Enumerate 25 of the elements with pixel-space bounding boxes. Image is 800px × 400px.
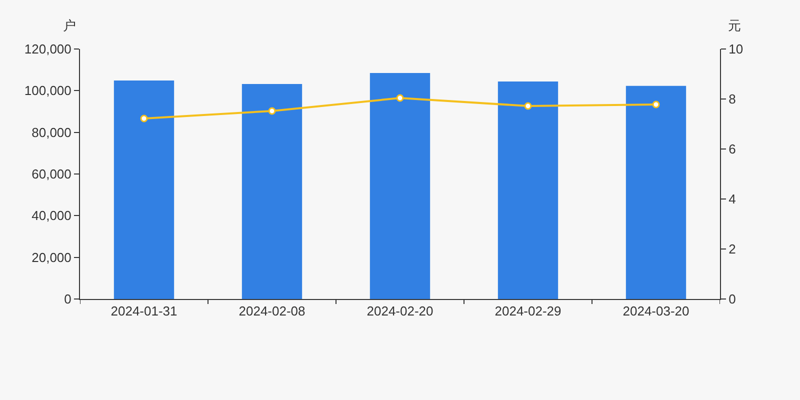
y-tick-label: 80,000 xyxy=(32,124,72,140)
y2-tick-label: 10 xyxy=(728,42,744,57)
x-tick-label: 2024-02-29 xyxy=(494,304,562,319)
y2-tick-label: 6 xyxy=(728,142,736,157)
point xyxy=(652,100,660,108)
y-axis-title: 户 xyxy=(63,18,76,33)
point xyxy=(268,107,276,115)
point xyxy=(140,114,148,122)
y2-tick-label: 4 xyxy=(728,192,736,207)
y2-tick-label: 8 xyxy=(728,92,736,107)
point xyxy=(524,102,532,110)
x-tick-label: 2024-02-20 xyxy=(366,304,434,319)
y2-axis-title: 元 xyxy=(728,18,741,33)
y-tick-label: 20,000 xyxy=(32,250,72,265)
y-tick-label: 120,000 xyxy=(24,42,72,57)
y2-tick-label: 0 xyxy=(728,292,736,307)
point xyxy=(396,94,404,102)
y-tick-label: 40,000 xyxy=(32,208,72,224)
x-tick-label: 2024-01-31 xyxy=(110,304,178,319)
y-tick-label: 60,000 xyxy=(32,166,72,182)
x-tick-label: 2024-02-08 xyxy=(238,304,306,319)
x-tick-label: 2024-03-20 xyxy=(622,304,690,319)
y-tick-label: 0 xyxy=(64,292,72,307)
y2-tick-label: 2 xyxy=(728,242,736,257)
y-tick-label: 100,000 xyxy=(24,83,72,98)
